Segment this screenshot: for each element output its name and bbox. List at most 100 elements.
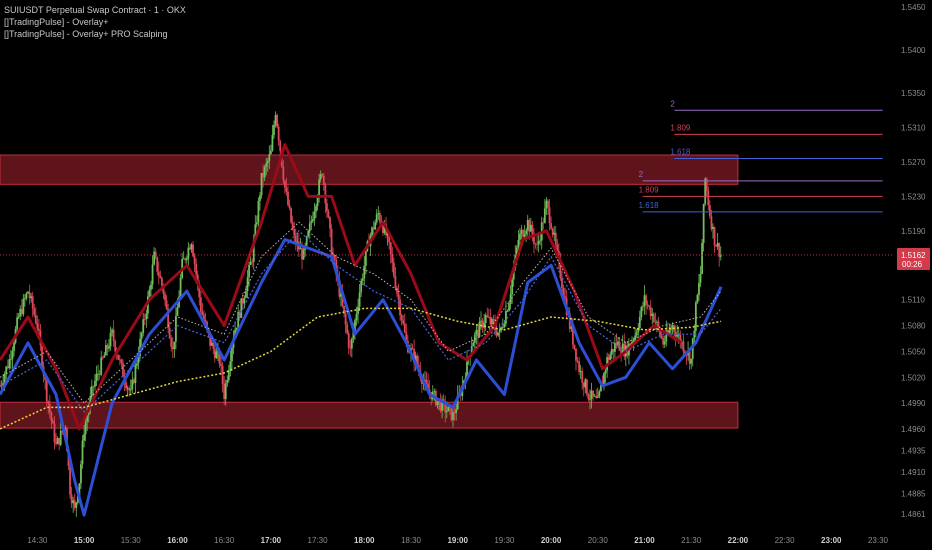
candle-body-288 (447, 406, 450, 412)
candle-body-294 (456, 395, 459, 410)
candle-body-291 (452, 412, 454, 421)
candle-body-55 (84, 421, 87, 435)
candle-body-252 (391, 254, 394, 263)
candle-body-416 (646, 304, 649, 306)
candle-body-93 (143, 319, 146, 321)
candle-body-456 (708, 205, 711, 217)
candle-body-290 (450, 407, 453, 421)
candle-body-320 (497, 332, 500, 336)
candle-body-149 (231, 347, 233, 362)
candle-body-342 (531, 224, 534, 236)
candle-body-329 (511, 279, 514, 295)
candle-body-363 (564, 296, 566, 299)
candle-body-374 (581, 371, 584, 383)
symbol-title[interactable]: SUIUSDT Perpetual Swap Contract · 1 · OK… (4, 5, 186, 15)
candle-body-383 (595, 395, 598, 398)
candle-body-22 (33, 308, 36, 315)
candle-body-460 (715, 245, 717, 247)
candle-body-409 (635, 332, 638, 336)
y-tick-label-14: 1.4910 (901, 468, 926, 477)
candle-body-421 (654, 321, 657, 323)
candle-body-38 (58, 438, 61, 445)
candle-body-382 (593, 395, 596, 397)
candle-body-243 (377, 213, 380, 215)
candle-body-335 (520, 230, 523, 234)
y-tick-label-3: 1.5310 (901, 123, 926, 132)
candle-body-133 (206, 321, 208, 329)
candle-body-267 (414, 355, 417, 363)
candle-body-244 (378, 213, 381, 222)
indicator-overlay-pro[interactable]: []TradingPulse] - Overlay+ PRO Scalping (4, 29, 168, 39)
candle-body-91 (140, 333, 143, 339)
candle-body-224 (347, 333, 350, 348)
candle-body-256 (397, 293, 400, 300)
candle-body-184 (285, 187, 288, 192)
candle-body-9 (13, 342, 15, 351)
candle-body-122 (189, 247, 191, 250)
candle-body-344 (534, 243, 537, 245)
candle-body-78 (120, 359, 123, 364)
candle-body-444 (690, 358, 693, 364)
fib-label-4: 1.809 (639, 185, 660, 194)
y-tick-label-1: 1.5400 (901, 46, 926, 55)
candle-body-393 (610, 349, 613, 355)
candle-body-156 (241, 298, 244, 304)
candle-body-395 (614, 343, 616, 352)
candle-body-84 (129, 389, 132, 391)
y-tick-label-2: 1.5350 (901, 89, 926, 98)
candle-body-260 (403, 323, 406, 333)
x-tick-label-8: 18:30 (401, 536, 422, 545)
candle-body-419 (651, 313, 654, 317)
candle-body-96 (148, 289, 151, 297)
candle-body-60 (92, 386, 95, 388)
x-tick-label-9: 19:00 (447, 536, 468, 545)
candle-body-226 (350, 338, 353, 349)
x-tick-label-15: 22:00 (728, 536, 749, 545)
indicator-overlay[interactable]: []TradingPulse] - Overlay+ (4, 17, 109, 27)
candle-body-428 (665, 330, 668, 342)
candle-body-199 (308, 223, 311, 232)
x-tick-label-11: 20:00 (541, 536, 562, 545)
candle-body-235 (364, 250, 367, 266)
candle-body-17 (25, 293, 28, 299)
candle-body-83 (128, 388, 131, 391)
candle-body-200 (310, 221, 313, 224)
candle-body-312 (484, 315, 487, 324)
candle-body-218 (338, 278, 341, 297)
candle-body-123 (190, 244, 193, 250)
candle-body-183 (283, 180, 286, 188)
x-tick-label-0: 14:30 (27, 536, 48, 545)
candle-body-164 (254, 224, 257, 241)
candle-body-408 (634, 335, 637, 341)
candle-body-333 (517, 239, 520, 248)
x-tick-label-4: 16:30 (214, 536, 235, 545)
candle-body-2 (2, 383, 5, 386)
x-tick-label-6: 17:30 (308, 536, 329, 545)
candle-body-155 (240, 298, 243, 318)
candle-body-73 (112, 329, 115, 342)
candle-body-317 (492, 319, 495, 323)
candle-body-61 (94, 380, 96, 387)
candle-body-105 (162, 285, 165, 294)
candle-body-340 (528, 219, 531, 232)
candle-body-141 (218, 350, 221, 364)
candle-body-239 (371, 227, 373, 236)
blue-trend-line (0, 238, 723, 517)
candle-body-360 (559, 259, 562, 279)
candle-body-3 (3, 374, 6, 384)
candle-body-450 (699, 274, 702, 283)
candle-body-432 (671, 325, 674, 330)
candle-body-234 (363, 265, 366, 279)
candle-body-187 (290, 207, 293, 223)
candle-body-422 (656, 321, 658, 323)
candle-body-189 (293, 228, 296, 236)
candle-body-308 (478, 321, 481, 337)
candle-body-287 (445, 411, 448, 413)
candle-body-113 (175, 315, 177, 342)
candle-body-39 (59, 430, 62, 445)
x-tick-label-12: 20:30 (588, 536, 609, 545)
candle-body-407 (632, 340, 635, 342)
candle-body-398 (618, 341, 621, 352)
